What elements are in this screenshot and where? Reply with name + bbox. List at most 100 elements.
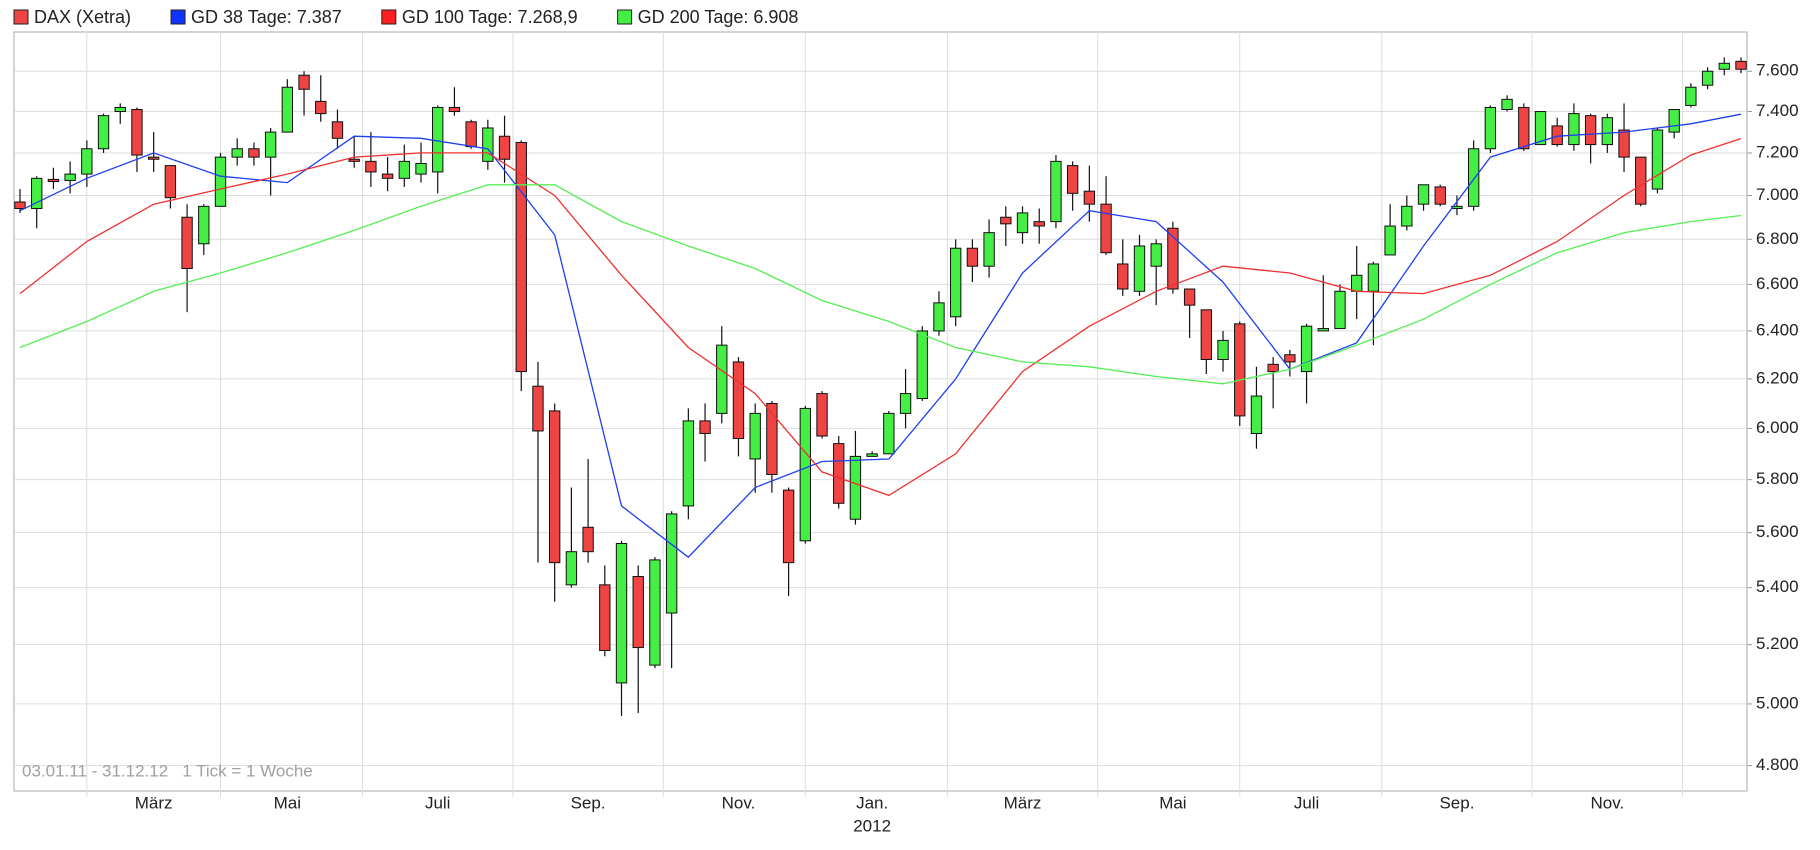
candle-body	[398, 160, 410, 179]
candle-body	[1217, 339, 1229, 361]
candle-body	[1000, 216, 1012, 225]
candle-body	[298, 74, 310, 90]
x-tick-label: Sep.	[1439, 793, 1474, 812]
candle-body	[1100, 203, 1112, 254]
y-tick-label: 7.000	[1756, 185, 1799, 204]
x-tick-label: März	[1004, 793, 1042, 812]
legend-swatch	[170, 9, 186, 25]
candle-body	[1234, 323, 1246, 417]
y-tick-label: 6.800	[1756, 229, 1799, 248]
x-tick-label: Mai	[274, 793, 301, 812]
candle-body	[1568, 113, 1580, 146]
candle-body	[231, 148, 243, 158]
candle-body	[281, 86, 294, 133]
moving-average-line	[19, 184, 1742, 385]
candle-body	[1133, 245, 1146, 292]
candle-body	[1484, 106, 1497, 150]
candle-body	[565, 551, 578, 586]
candle-body	[448, 106, 461, 113]
candle-body	[1167, 227, 1179, 290]
y-tick-label: 5.400	[1756, 577, 1799, 596]
x-tick-label: Sep.	[571, 793, 606, 812]
y-tick-label: 6.200	[1756, 368, 1799, 387]
candle-body	[1200, 309, 1213, 361]
candle-body	[365, 160, 377, 173]
candle-body	[1735, 60, 1747, 70]
candle-body	[1033, 221, 1045, 227]
candle-body	[248, 148, 260, 158]
candle-body	[1534, 111, 1547, 146]
candle-body	[164, 165, 177, 199]
candle-body	[1501, 98, 1513, 111]
candle-body	[966, 247, 979, 267]
candle-body	[348, 158, 360, 162]
candle-body	[1016, 212, 1029, 234]
candle-body	[415, 162, 427, 175]
annotation: 03.01.11 - 31.12.12	[22, 761, 168, 780]
candle-body	[732, 361, 745, 440]
y-tick-label: 5.600	[1756, 522, 1799, 541]
candle-body	[1635, 156, 1647, 205]
legend-label: GD 100 Tage: 7.268,9	[402, 7, 578, 27]
candle-body	[198, 205, 210, 245]
candle-body	[1434, 186, 1446, 205]
candle-body	[548, 410, 561, 564]
x-tick-label: März	[135, 793, 173, 812]
y-tick-label: 5.800	[1756, 469, 1799, 488]
candle-body	[816, 393, 828, 437]
moving-average-line	[19, 113, 1742, 559]
candle-body	[833, 443, 845, 504]
candle-body	[799, 407, 811, 542]
candle-body	[649, 559, 661, 666]
candle-body	[465, 121, 477, 148]
candle-body	[682, 420, 695, 507]
candle-body	[899, 393, 912, 414]
legend-label: DAX (Xetra)	[34, 7, 131, 27]
candle-body	[14, 201, 26, 210]
legend-swatch	[617, 9, 633, 25]
plot-area	[13, 31, 1748, 792]
candle-body	[1551, 125, 1563, 146]
candle-body	[849, 455, 862, 520]
candle-body	[916, 330, 928, 400]
candle-body	[1618, 129, 1630, 158]
candle-body	[532, 385, 544, 432]
candle-body	[1284, 354, 1296, 363]
candle-body	[1183, 288, 1196, 306]
candle-body	[64, 173, 76, 181]
y-tick-label: 7.600	[1756, 61, 1799, 80]
candle-body	[381, 173, 394, 179]
candle-body	[81, 148, 93, 175]
candle-body	[699, 420, 711, 434]
y-tick-label: 5.200	[1756, 634, 1799, 653]
x-year-label: 2012	[853, 816, 891, 835]
candle-body	[766, 402, 778, 475]
candle-body	[1267, 363, 1279, 373]
candle-body	[1367, 263, 1380, 292]
candle-body	[331, 121, 344, 139]
candle-body	[1066, 165, 1079, 194]
candle-body	[1518, 106, 1530, 150]
x-tick-label: Mai	[1159, 793, 1186, 812]
candle-body	[1083, 190, 1096, 205]
y-tick-label: 6.400	[1756, 320, 1799, 339]
candle-body	[716, 344, 728, 414]
y-tick-label: 6.000	[1756, 418, 1799, 437]
candle-body	[47, 178, 60, 183]
candle-body	[131, 109, 143, 156]
moving-average-line	[19, 137, 1742, 497]
y-tick-label: 7.200	[1756, 142, 1799, 161]
y-tick-label: 6.600	[1756, 274, 1799, 293]
y-tick-label: 4.800	[1756, 755, 1799, 774]
x-tick-label: Nov.	[1590, 793, 1624, 812]
legend-swatch	[13, 9, 29, 25]
candle-body	[983, 232, 995, 267]
annotation: 1 Tick = 1 Woche	[182, 761, 313, 780]
legend-label: GD 38 Tage: 7.387	[191, 7, 342, 27]
candle-body	[665, 513, 678, 614]
candle-body	[147, 156, 160, 160]
candle-body	[1150, 243, 1162, 267]
candle-body	[1651, 129, 1664, 190]
